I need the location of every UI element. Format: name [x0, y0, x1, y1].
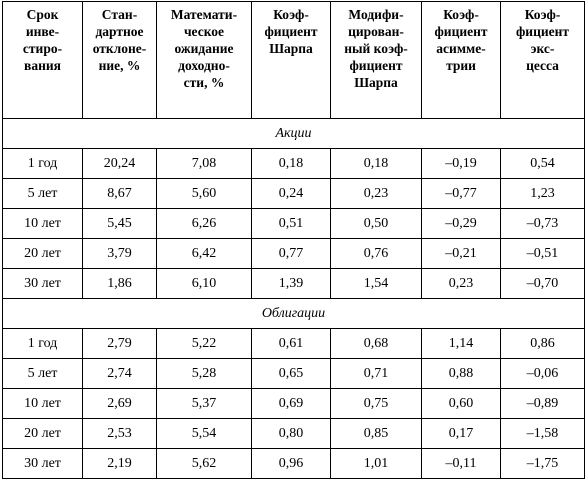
- cell: 5,54: [156, 418, 252, 449]
- cell: 1,14: [421, 328, 501, 359]
- cell: 5,62: [156, 448, 252, 479]
- section-title: Акции: [2, 118, 585, 149]
- cell: 0,68: [330, 328, 422, 359]
- cell: 0,65: [251, 358, 331, 389]
- row-label: 30 лет: [2, 448, 83, 479]
- cell: 2,69: [82, 388, 157, 419]
- cell: 6,42: [156, 238, 252, 269]
- data-row: 1 год 20,24 7,08 0,18 0,18 –0,19 0,54: [2, 148, 585, 179]
- data-row: 10 лет 5,45 6,26 0,51 0,50 –0,29 –0,73: [2, 208, 585, 239]
- cell: 1,86: [82, 268, 157, 299]
- cell: 0,51: [251, 208, 331, 239]
- cell: 2,74: [82, 358, 157, 389]
- cell: 0,71: [330, 358, 422, 389]
- row-label: 10 лет: [2, 208, 83, 239]
- cell: 6,26: [156, 208, 252, 239]
- row-label: 5 лет: [2, 358, 83, 389]
- cell: –1,58: [500, 418, 585, 449]
- row-label: 30 лет: [2, 268, 83, 299]
- cell: 0,54: [500, 148, 585, 179]
- column-header: Стан- дартное отклоне- ние, %: [82, 1, 157, 119]
- cell: 2,53: [82, 418, 157, 449]
- data-row: 20 лет 3,79 6,42 0,77 0,76 –0,21 –0,51: [2, 238, 585, 269]
- cell: 0,69: [251, 388, 331, 419]
- data-row: 20 лет 2,53 5,54 0,80 0,85 0,17 –1,58: [2, 418, 585, 449]
- cell: 0,24: [251, 178, 331, 209]
- cell: 0,50: [330, 208, 422, 239]
- column-header: Математи- ческое ожидание доходно- сти, …: [156, 1, 252, 119]
- cell: 0,18: [251, 148, 331, 179]
- cell: 1,54: [330, 268, 422, 299]
- row-label: 20 лет: [2, 418, 83, 449]
- cell: 3,79: [82, 238, 157, 269]
- cell: 5,22: [156, 328, 252, 359]
- row-label: 1 год: [2, 148, 83, 179]
- cell: –0,70: [500, 268, 585, 299]
- cell: –0,29: [421, 208, 501, 239]
- cell: 2,19: [82, 448, 157, 479]
- cell: 0,60: [421, 388, 501, 419]
- cell: 5,60: [156, 178, 252, 209]
- data-row: 30 лет 2,19 5,62 0,96 1,01 –0,11 –1,75: [2, 448, 585, 479]
- cell: 6,10: [156, 268, 252, 299]
- cell: 0,61: [251, 328, 331, 359]
- cell: 0,18: [330, 148, 422, 179]
- cell: –0,73: [500, 208, 585, 239]
- cell: 1,01: [330, 448, 422, 479]
- cell: 7,08: [156, 148, 252, 179]
- column-header: Коэф- фициент асимме- трии: [421, 1, 501, 119]
- cell: 0,86: [500, 328, 585, 359]
- data-row: 5 лет 8,67 5,60 0,24 0,23 –0,77 1,23: [2, 178, 585, 209]
- column-header: Модифи- цирован- ный коэф- фициент Шарпа: [330, 1, 422, 119]
- cell: 0,80: [251, 418, 331, 449]
- table-header: Срок инве- стиро- вания Стан- дартное отк…: [2, 1, 585, 119]
- cell: 1,39: [251, 268, 331, 299]
- cell: –0,51: [500, 238, 585, 269]
- cell: 0,96: [251, 448, 331, 479]
- cell: 0,75: [330, 388, 422, 419]
- cell: –0,11: [421, 448, 501, 479]
- cell: –0,77: [421, 178, 501, 209]
- data-row: 1 год 2,79 5,22 0,61 0,68 1,14 0,86: [2, 328, 585, 359]
- row-label: 5 лет: [2, 178, 83, 209]
- cell: 0,23: [330, 178, 422, 209]
- table-body: Акции 1 год 20,24 7,08 0,18 0,18 –0,19 0,54 5 ле…: [2, 118, 585, 479]
- cell: 5,45: [82, 208, 157, 239]
- cell: 0,17: [421, 418, 501, 449]
- row-label: 1 год: [2, 328, 83, 359]
- cell: 0,76: [330, 238, 422, 269]
- column-header: Коэф- фициент экс- цесса: [500, 1, 585, 119]
- cell: 5,37: [156, 388, 252, 419]
- cell: 0,77: [251, 238, 331, 269]
- column-header: Коэф- фициент Шарпа: [251, 1, 331, 119]
- cell: –1,75: [500, 448, 585, 479]
- cell: 5,28: [156, 358, 252, 389]
- cell: –0,21: [421, 238, 501, 269]
- row-label: 20 лет: [2, 238, 83, 269]
- data-row: 5 лет 2,74 5,28 0,65 0,71 0,88 –0,06: [2, 358, 585, 389]
- cell: 0,23: [421, 268, 501, 299]
- cell: 1,23: [500, 178, 585, 209]
- cell: –0,19: [421, 148, 501, 179]
- data-row: 10 лет 2,69 5,37 0,69 0,75 0,60 –0,89: [2, 388, 585, 419]
- cell: –0,06: [500, 358, 585, 389]
- section-title: Облигации: [2, 298, 585, 329]
- section-row: Облигации: [2, 298, 585, 329]
- column-header: Срок инве- стиро- вания: [2, 1, 83, 119]
- header-row: Срок инве- стиро- вания Стан- дартное отк…: [2, 1, 585, 119]
- cell: 0,85: [330, 418, 422, 449]
- cell: 2,79: [82, 328, 157, 359]
- cell: 0,88: [421, 358, 501, 389]
- data-row: 30 лет 1,86 6,10 1,39 1,54 0,23 –0,70: [2, 268, 585, 299]
- cell: –0,89: [500, 388, 585, 419]
- cell: 8,67: [82, 178, 157, 209]
- row-label: 10 лет: [2, 388, 83, 419]
- cell: 20,24: [82, 148, 157, 179]
- section-row: Акции: [2, 118, 585, 149]
